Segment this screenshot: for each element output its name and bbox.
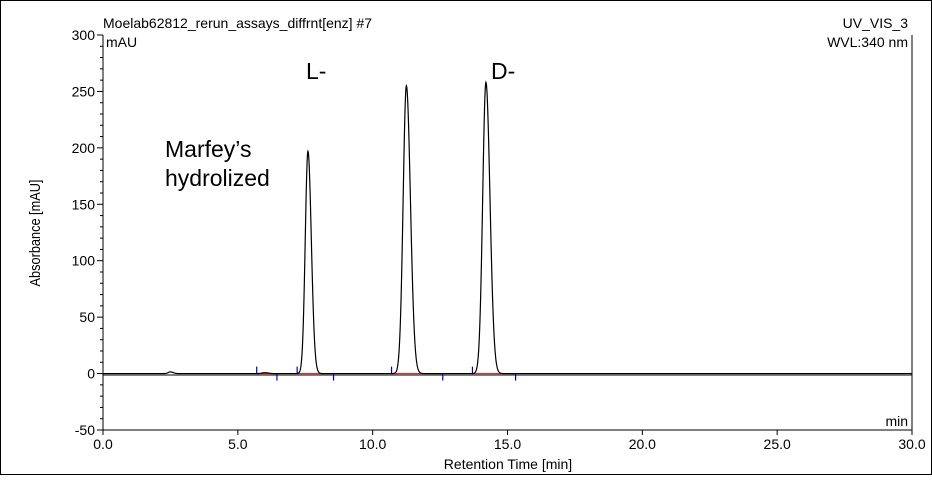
x-tick-label: 20.0	[629, 436, 656, 452]
labels: Moelab62812_rerun_assays_diffrnt[enz] #7…	[26, 15, 908, 472]
x-tick-label: 5.0	[228, 436, 248, 452]
channel-label: UV_VIS_3	[843, 15, 909, 31]
annotation-marfey-line2: hydrolized	[165, 165, 270, 191]
annotation-marfey-line1: Marfey’s	[165, 136, 252, 162]
y-tick-label: 250	[72, 83, 96, 99]
annotation-peak-d: D-	[491, 58, 515, 84]
annotation-peak-l: L-	[306, 58, 326, 84]
y-tick-label: 150	[72, 196, 96, 212]
y-tick-label: 200	[72, 140, 96, 156]
x-tick-label: 10.0	[359, 436, 386, 452]
y-tick-label: 100	[72, 253, 96, 269]
x-axis-title: Retention Time [min]	[444, 456, 572, 472]
wavelength-label: WVL:340 nm	[827, 34, 908, 50]
chromatogram-trace	[103, 80, 912, 375]
y-tick-label: 50	[79, 309, 95, 325]
x-tick-label: 15.0	[494, 436, 521, 452]
x-tick-label: 0.0	[93, 436, 113, 452]
x-tick-label: 30.0	[898, 436, 925, 452]
y-tick-label: 300	[72, 27, 96, 43]
y-tick-label: 0	[87, 366, 95, 382]
ticks: -50 0 50 100 150 200 250 300 0.0 5.0 10.0 15.0 20.0 2…	[72, 27, 926, 452]
y-axis-title: Absorbance [mAU]	[26, 180, 43, 287]
y-unit-label: mAU	[106, 34, 137, 50]
x-tick-label: 25.0	[764, 436, 791, 452]
sample-name: Moelab62812_rerun_assays_diffrnt[enz] #7	[103, 15, 372, 31]
x-unit-label: min	[885, 413, 908, 429]
y-tick-label: -50	[75, 422, 95, 438]
